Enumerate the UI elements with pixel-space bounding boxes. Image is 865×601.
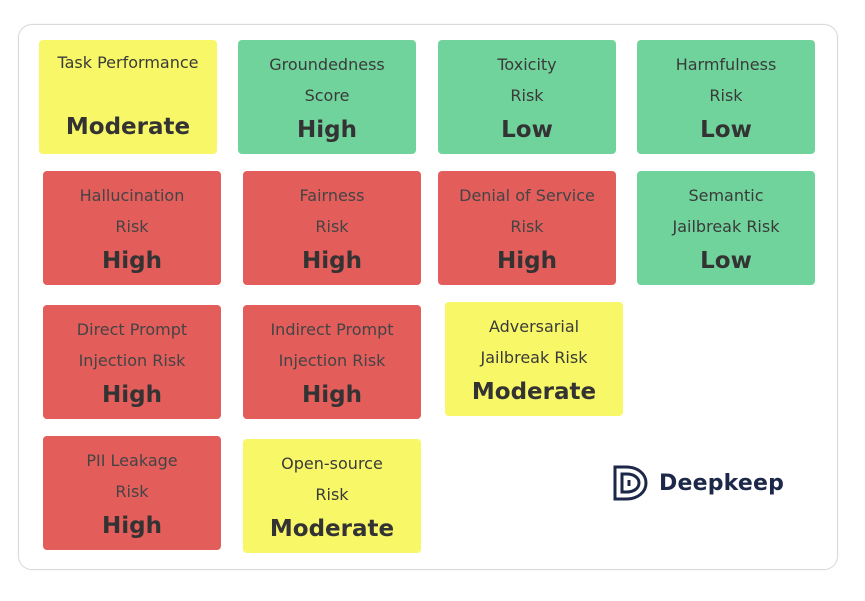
card-label-line2: Risk	[315, 217, 349, 236]
card-level: High	[102, 248, 162, 274]
card-level: High	[497, 248, 557, 274]
card-denial-of-service-risk: Denial of Service Risk High	[438, 171, 616, 285]
card-label-line2: Risk	[709, 86, 743, 105]
card-level: High	[102, 513, 162, 539]
card-level: Moderate	[65, 114, 191, 140]
card-label-line1: Hallucination	[79, 186, 185, 205]
card-label-line2: Jailbreak Risk	[672, 217, 780, 236]
card-label-line1: Adversarial	[488, 317, 580, 336]
card-label-line2: Injection Risk	[278, 351, 386, 370]
card-level: Moderate	[269, 516, 395, 542]
card-pii-leakage-risk: PII Leakage Risk High	[43, 436, 221, 550]
logo-wordmark: Deepkeep	[659, 470, 785, 496]
card-label-line1: Task Performance	[57, 53, 199, 72]
card-label-line1: Semantic	[688, 186, 764, 205]
card-label-line2: Risk	[510, 86, 544, 105]
card-level: Low	[501, 117, 553, 143]
card-label-line1: Denial of Service	[459, 186, 595, 205]
card-label-line1: Indirect Prompt	[270, 320, 394, 339]
card-label-line1: Groundedness	[269, 55, 385, 74]
card-label-line2: Risk	[315, 485, 349, 504]
card-label-line2: Risk	[510, 217, 544, 236]
card-task-performance: Task Performance Moderate	[39, 40, 217, 154]
card-harmfulness-risk: Harmfulness Risk Low	[637, 40, 815, 154]
card-toxicity-risk: Toxicity Risk Low	[438, 40, 616, 154]
card-level: Moderate	[471, 379, 597, 405]
card-direct-prompt-injection-risk: Direct Prompt Injection Risk High	[43, 305, 221, 419]
card-semantic-jailbreak-risk: Semantic Jailbreak Risk Low	[637, 171, 815, 285]
card-label-line1: Direct Prompt	[76, 320, 188, 339]
card-label-line2: Injection Risk	[78, 351, 186, 370]
card-indirect-prompt-injection-risk: Indirect Prompt Injection Risk High	[243, 305, 421, 419]
card-groundedness-score: Groundedness Score High	[238, 40, 416, 154]
card-label-line2: Risk	[115, 482, 149, 501]
card-level: High	[297, 117, 357, 143]
card-fairness-risk: Fairness Risk High	[243, 171, 421, 285]
deepkeep-logo-icon	[613, 465, 648, 501]
card-label-line1: Open-source	[281, 454, 383, 473]
card-label-line1: PII Leakage	[86, 451, 178, 470]
card-level: Low	[700, 117, 752, 143]
card-label-line1: Toxicity	[497, 55, 557, 74]
card-label-line2: Jailbreak Risk	[480, 348, 588, 367]
deepkeep-logo: Deepkeep	[612, 463, 784, 503]
card-open-source-risk: Open-source Risk Moderate	[243, 439, 421, 553]
card-label-line1: Fairness	[299, 186, 365, 205]
card-level: High	[302, 382, 362, 408]
card-hallucination-risk: Hallucination Risk High	[43, 171, 221, 285]
card-label-line2: Score	[304, 86, 350, 105]
card-adversarial-jailbreak-risk: Adversarial Jailbreak Risk Moderate	[445, 302, 623, 416]
card-level: High	[102, 382, 162, 408]
card-level: High	[302, 248, 362, 274]
card-level: Low	[700, 248, 752, 274]
card-label-line1: Harmfulness	[675, 55, 777, 74]
card-label-line2: Risk	[115, 217, 149, 236]
